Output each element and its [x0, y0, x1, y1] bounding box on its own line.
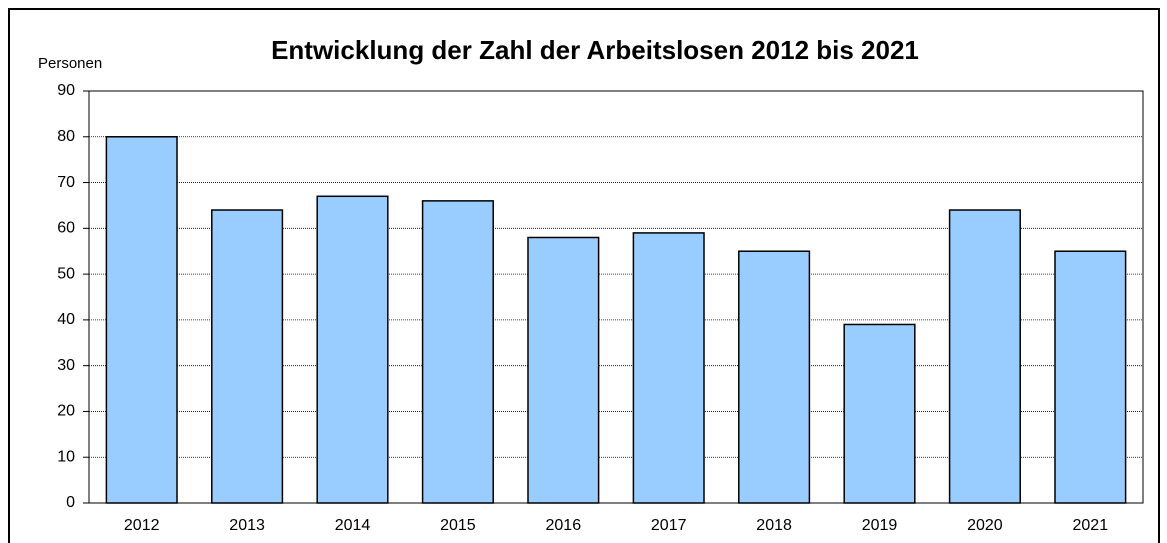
y-tick-label: 50	[57, 265, 75, 282]
bar	[632, 232, 705, 504]
x-tick-label: 2015	[440, 517, 476, 534]
bar	[527, 236, 600, 504]
y-tick-label: 0	[66, 494, 75, 511]
bar	[948, 209, 1021, 504]
x-tick-label: 2012	[124, 517, 160, 534]
y-tick-label: 10	[57, 448, 75, 465]
y-tick-label: 30	[57, 357, 75, 374]
y-tick-label: 70	[57, 174, 75, 191]
x-tick-label: 2016	[546, 517, 582, 534]
y-tick-label: 80	[57, 128, 75, 145]
x-tick-label: 2013	[229, 517, 265, 534]
bar	[1054, 250, 1127, 504]
bar	[211, 209, 284, 504]
x-tick-label: 2019	[862, 517, 898, 534]
y-tick-label: 60	[57, 220, 75, 237]
y-tick-label: 90	[57, 82, 75, 99]
x-tick-label: 2018	[756, 517, 792, 534]
bar	[105, 136, 178, 504]
y-tick-label: 20	[57, 403, 75, 420]
x-tick-label: 2017	[651, 517, 687, 534]
x-tick-label: 2021	[1073, 517, 1109, 534]
y-axis-label: Personen	[38, 55, 102, 72]
bar	[843, 323, 916, 504]
y-tick-label: 40	[57, 311, 75, 328]
chart-title: Entwicklung der Zahl der Arbeitslosen 20…	[271, 35, 919, 65]
bar	[738, 250, 811, 504]
x-tick-label: 2020	[967, 517, 1003, 534]
bar	[316, 195, 389, 504]
x-tick-label: 2014	[335, 517, 371, 534]
bar	[421, 200, 494, 504]
